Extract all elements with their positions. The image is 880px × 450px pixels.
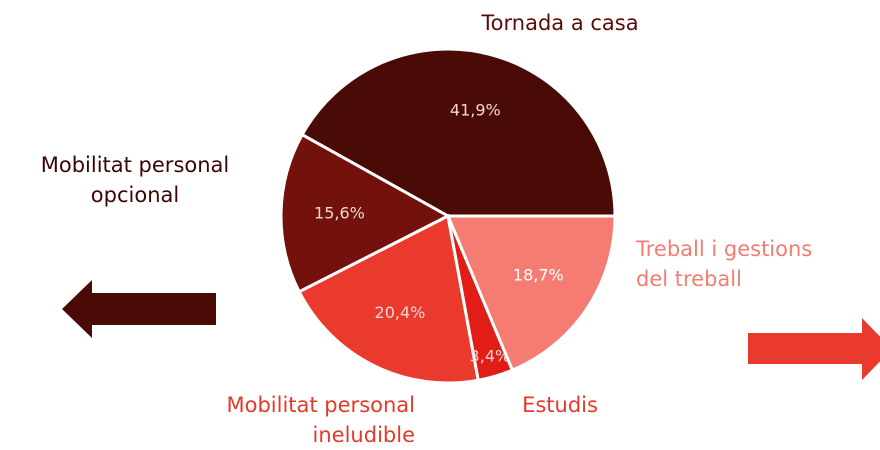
category-label: Tornada a casa bbox=[481, 11, 639, 35]
category-label: Estudis bbox=[522, 393, 598, 417]
slice bbox=[279, 132, 452, 294]
category-label: Mobilitat personal ineludible bbox=[226, 393, 416, 447]
category-label: Mobilitat personal opcional bbox=[40, 153, 230, 207]
value-label: 41,9% bbox=[450, 100, 501, 119]
slice bbox=[300, 47, 617, 218]
value-label: 15,6% bbox=[314, 203, 365, 222]
slice bbox=[297, 213, 481, 385]
category-label: Treball i gestions del treball bbox=[636, 237, 813, 291]
value-label: 3,4% bbox=[470, 346, 511, 365]
left-arrow bbox=[62, 280, 216, 338]
value-label: 18,7% bbox=[513, 266, 564, 285]
value-label: 20,4% bbox=[375, 303, 426, 322]
right-arrow bbox=[748, 318, 880, 380]
slice bbox=[445, 214, 617, 373]
